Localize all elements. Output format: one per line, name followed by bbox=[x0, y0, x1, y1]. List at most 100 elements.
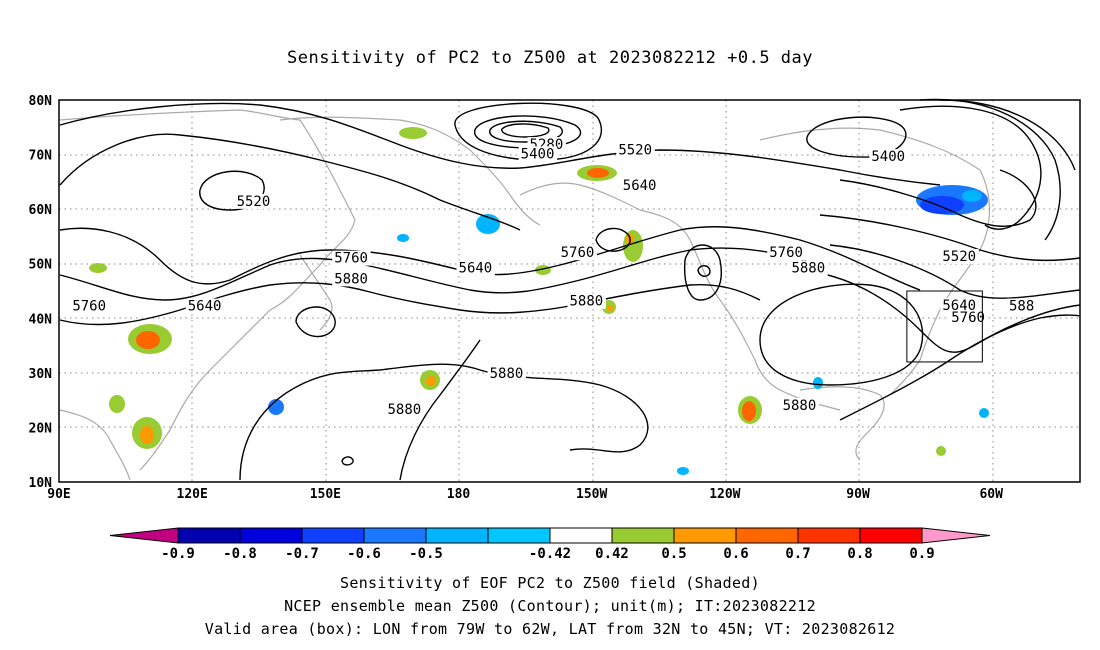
contour-label-5400: 5400 bbox=[871, 149, 905, 165]
negative-blob-east bbox=[916, 185, 988, 215]
alaska-coast bbox=[519, 182, 841, 411]
page-title: Sensitivity of PC2 to Z500 at 2023082212… bbox=[286, 48, 813, 68]
colorbar-swatch bbox=[425, 527, 489, 544]
contour-5400-east bbox=[839, 169, 1037, 228]
positive-blob-mongolia bbox=[89, 263, 107, 273]
contour-label-5880: 5880 bbox=[334, 271, 368, 287]
contour-label-bg bbox=[940, 298, 979, 314]
colorbar-level-label: 0.6 bbox=[723, 546, 748, 562]
colorbar-level-label: 0.5 bbox=[661, 546, 686, 562]
colorbar-level-label: -0.6 bbox=[347, 546, 381, 562]
colorbar-swatch bbox=[177, 527, 241, 544]
contour-label-bg bbox=[487, 365, 526, 381]
contour-label-bg bbox=[780, 397, 819, 413]
contour-label-bg bbox=[567, 293, 606, 309]
negative-blob-gulf bbox=[813, 377, 823, 389]
contour-5520-west bbox=[59, 133, 521, 231]
colorbar-swatch bbox=[673, 527, 737, 544]
lon-label-90e: 90E bbox=[47, 487, 70, 502]
lat-label-10n: 10N bbox=[29, 476, 53, 491]
contour-label-bg bbox=[620, 178, 660, 194]
colorbar-swatch bbox=[487, 527, 551, 544]
colorbar-arrow-low bbox=[109, 527, 179, 544]
colorbar-swatch bbox=[363, 527, 427, 544]
india-coast bbox=[59, 409, 131, 481]
lon-label-120w: 120W bbox=[709, 487, 740, 502]
colorbar-level-label: 0.8 bbox=[847, 546, 872, 562]
contour-5400-loop-east bbox=[806, 116, 907, 158]
contour-5640-east bbox=[829, 244, 1081, 299]
contour-label-5760: 5760 bbox=[72, 299, 106, 315]
contour-east-trough-2 bbox=[919, 98, 1061, 241]
contour-label-bg bbox=[869, 149, 908, 165]
colorbar-swatch bbox=[611, 527, 675, 544]
positive-blob-india bbox=[109, 395, 125, 413]
colorbar bbox=[109, 527, 991, 544]
contour-label-5400: 5400 bbox=[521, 146, 555, 162]
valid-area-box bbox=[906, 290, 983, 363]
lat-label-80n: 80N bbox=[29, 94, 53, 109]
colorbar-level-label: 0.42 bbox=[595, 546, 629, 562]
contour-label-5880: 5880 bbox=[570, 294, 604, 310]
colorbar-swatch bbox=[549, 527, 613, 544]
contour-label-bg bbox=[332, 250, 371, 266]
lon-label-180: 180 bbox=[447, 487, 471, 502]
contour-label-5880: 5880 bbox=[783, 398, 817, 414]
longitude-labels: 90E 120E 150E 180 150W 120W 90W 60W bbox=[47, 487, 1003, 502]
lat-label-50n: 50N bbox=[29, 258, 53, 273]
contour-label-bg bbox=[789, 260, 828, 276]
contour-pacific-small bbox=[697, 265, 711, 277]
contour-label-bg bbox=[234, 193, 273, 209]
contour-pacific-trough bbox=[683, 244, 722, 301]
coastlines bbox=[59, 109, 990, 481]
contour-label-588: 588 bbox=[1009, 299, 1034, 315]
contour-label-bg bbox=[518, 146, 558, 162]
contour-label-5760: 5760 bbox=[561, 245, 595, 261]
z500-contours bbox=[59, 98, 1081, 481]
colorbar-arrow-high bbox=[921, 527, 991, 544]
lat-label-60n: 60N bbox=[29, 203, 53, 218]
colorbar-level-label: -0.5 bbox=[409, 546, 443, 562]
lon-label-60w: 60W bbox=[979, 487, 1003, 502]
positive-blob-arctic bbox=[399, 127, 427, 139]
lat-label-40n: 40N bbox=[29, 312, 53, 327]
contour-label-5880: 5880 bbox=[490, 366, 524, 382]
colorbar-labels: -0.9 -0.8 -0.7 -0.6 -0.5 -0.42 0.42 0.5 0.6 0.7 0.… bbox=[161, 546, 935, 562]
colorbar-swatch bbox=[301, 527, 365, 544]
contour-5880-west bbox=[59, 282, 761, 326]
north-america-coast bbox=[759, 127, 990, 396]
contour-5880-atlantic bbox=[839, 314, 1081, 421]
colorbar-level-label: -0.7 bbox=[285, 546, 319, 562]
contour-5880-japan-loop bbox=[295, 306, 336, 338]
lon-label-150e: 150E bbox=[310, 487, 341, 502]
negative-blob-japan-south bbox=[268, 399, 284, 415]
caption-contour: NCEP ensemble mean Z500 (Contour); unit(… bbox=[284, 597, 816, 615]
colorbar-level-label: 0.9 bbox=[909, 546, 934, 562]
contour-label-bg bbox=[332, 271, 371, 287]
contour-5400-north bbox=[454, 102, 603, 161]
contour-label-5520: 5520 bbox=[237, 194, 271, 210]
contour-pacific-loop-1 bbox=[595, 227, 631, 252]
contour-5880-pacific-high bbox=[239, 363, 649, 481]
lat-label-70n: 70N bbox=[29, 149, 53, 164]
contour-label-bg bbox=[70, 298, 109, 314]
latitude-labels: 80N 70N 60N 50N 40N 30N 20N 10N bbox=[29, 94, 53, 491]
contour-label-bg bbox=[940, 248, 979, 264]
colorbar-swatch bbox=[859, 527, 923, 544]
lat-label-20n: 20N bbox=[29, 421, 53, 436]
contour-east-trough-3 bbox=[939, 99, 1076, 171]
contour-label-5760: 5760 bbox=[951, 310, 985, 326]
contour-label-bg bbox=[1006, 298, 1037, 314]
colorbar-level-label: -0.42 bbox=[529, 546, 571, 562]
siberia-coast bbox=[279, 116, 541, 226]
contour-label-bg bbox=[185, 298, 225, 314]
lon-label-120e: 120E bbox=[177, 487, 208, 502]
contour-low-inner-1 bbox=[489, 120, 563, 143]
contour-5280-low bbox=[474, 115, 582, 149]
contour-label-bg bbox=[385, 401, 424, 417]
negative-blob-pacific-south bbox=[677, 467, 689, 475]
colorbar-swatch bbox=[797, 527, 861, 544]
colorbar-swatch bbox=[735, 527, 799, 544]
